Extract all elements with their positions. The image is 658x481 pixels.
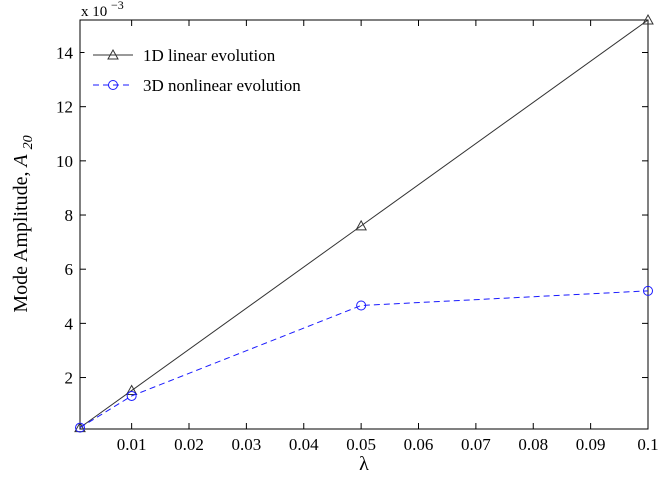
x-tick-label: 0.07 bbox=[461, 435, 491, 454]
y-axis-label-text: Mode Amplitude, bbox=[10, 167, 32, 313]
x-tick-label: 0.08 bbox=[518, 435, 548, 454]
x-tick-label: 0.01 bbox=[117, 435, 147, 454]
circle-marker bbox=[356, 300, 367, 311]
triangle-marker bbox=[642, 13, 654, 25]
legend-label-1d: 1D linear evolution bbox=[143, 46, 276, 65]
x-tick-label: 0.05 bbox=[346, 435, 376, 454]
x-tick-label: 0.04 bbox=[289, 435, 319, 454]
x-tick-label: 0.03 bbox=[232, 435, 262, 454]
x-tick-label: 0.1 bbox=[637, 435, 658, 454]
triangle-marker bbox=[355, 219, 367, 231]
series-line-1 bbox=[79, 19, 649, 429]
legend-circle-marker-icon bbox=[108, 80, 118, 90]
series-layer bbox=[74, 13, 654, 433]
legend-label-3d: 3D nonlinear evolution bbox=[143, 76, 301, 95]
y-tick-label: 8 bbox=[65, 206, 74, 225]
circle-marker bbox=[75, 422, 85, 433]
legend-box bbox=[84, 36, 344, 104]
circle-marker bbox=[643, 285, 653, 296]
legend-triangle-marker-icon bbox=[107, 48, 119, 60]
y-tick-label: 10 bbox=[56, 152, 73, 171]
y-tick-label: 6 bbox=[65, 260, 74, 279]
y-exponent-power: −3 bbox=[111, 0, 124, 12]
triangle-marker bbox=[125, 384, 138, 396]
y-axis-label-symbol: A bbox=[10, 154, 32, 169]
y-axis-label: Mode Amplitude, A 20 bbox=[10, 135, 36, 312]
x-axis-label: λ bbox=[359, 453, 369, 475]
y-tick-label: 4 bbox=[65, 314, 74, 333]
y-tick-label: 12 bbox=[56, 98, 73, 117]
y-tick-label: 14 bbox=[56, 44, 74, 63]
y-tick-label: 2 bbox=[65, 369, 74, 388]
y-exponent-prefix: x 10 bbox=[81, 4, 107, 20]
series-line-2 bbox=[79, 290, 649, 429]
legend: 1D linear evolution 3D nonlinear evoluti… bbox=[84, 36, 344, 104]
circle-marker bbox=[126, 390, 137, 401]
y-exponent-label: x 10 −3 bbox=[81, 0, 124, 20]
ticks-layer: 0.01 0.02 0.03 0.04 0.05 0.06 0.07 0.08 0.09 0.1 2… bbox=[56, 20, 658, 454]
x-tick-label: 0.02 bbox=[174, 435, 204, 454]
x-tick-label: 0.09 bbox=[576, 435, 606, 454]
x-tick-label: 0.06 bbox=[404, 435, 434, 454]
y-axis-label-subscript: 20 bbox=[21, 135, 36, 149]
